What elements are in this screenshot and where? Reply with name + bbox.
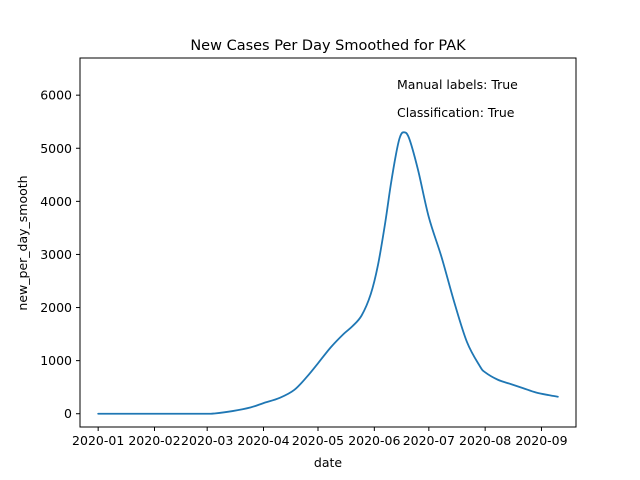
x-tick-label: 2020-03 xyxy=(181,433,233,448)
y-tick-label: 2000 xyxy=(40,300,72,315)
series-line xyxy=(97,131,559,415)
y-tick-label: 5000 xyxy=(40,141,72,156)
x-tick-label: 2020-06 xyxy=(348,433,400,448)
y-axis-label: new_per_day_smooth xyxy=(15,175,30,310)
y-tick-label: 4000 xyxy=(40,194,72,209)
y-tick-label: 6000 xyxy=(40,88,72,103)
x-tick-label: 2020-01 xyxy=(72,433,124,448)
y-tick-label: 0 xyxy=(64,406,72,421)
x-tick-label: 2020-02 xyxy=(128,433,180,448)
y-tick-label: 1000 xyxy=(40,353,72,368)
plot-area xyxy=(79,57,577,428)
x-tick-label: 2020-08 xyxy=(459,433,511,448)
annotation-manual-labels: Manual labels: True xyxy=(397,77,518,92)
chart-title: New Cases Per Day Smoothed for PAK xyxy=(190,38,466,54)
y-tick-label: 3000 xyxy=(40,247,72,262)
x-tick-label: 2020-09 xyxy=(515,433,567,448)
x-tick-label: 2020-05 xyxy=(292,433,344,448)
x-axis-label: date xyxy=(314,455,342,470)
x-axis-ticks: 2020-01 2020-02 2020-03 2020-04 2020-05 2020-… xyxy=(72,427,568,448)
x-tick-label: 2020-07 xyxy=(403,433,455,448)
annotation-classification: Classification: True xyxy=(397,105,515,120)
y-axis-ticks: 0 1000 2000 3000 4000 5000 6000 xyxy=(40,88,80,421)
x-tick-label: 2020-04 xyxy=(237,433,289,448)
